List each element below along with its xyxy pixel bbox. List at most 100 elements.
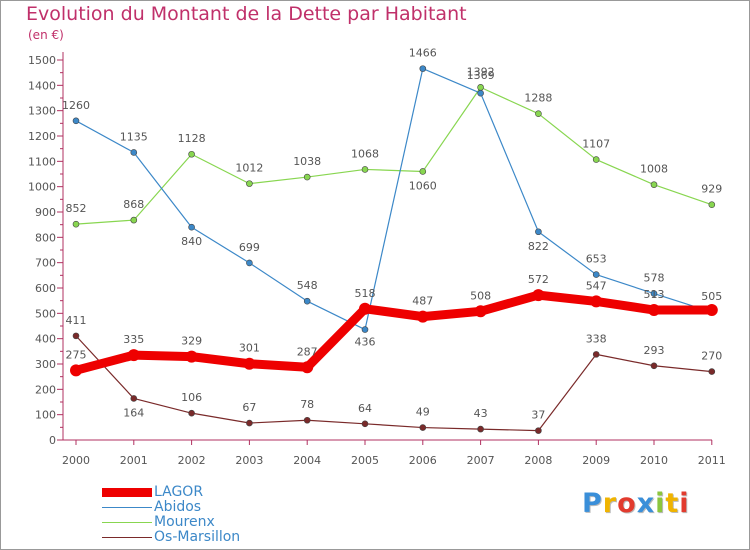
x-tick-label: 2010	[640, 454, 668, 467]
logo-letter: t	[665, 488, 680, 519]
logo-letter: r	[602, 488, 618, 519]
data-point	[361, 420, 369, 428]
data-label: 436	[355, 336, 376, 349]
data-label: 49	[416, 406, 430, 419]
y-tick-label: 1000	[28, 181, 56, 194]
x-tick-label: 2009	[582, 454, 610, 467]
data-point	[708, 368, 716, 375]
x-tick-label: 2006	[409, 454, 437, 467]
data-point	[246, 419, 253, 427]
data-label: 1369	[467, 69, 495, 82]
data-point	[303, 416, 311, 424]
data-label: 1466	[409, 47, 437, 60]
chart-title: Evolution du Montant de la Dette par Hab…	[26, 3, 467, 25]
data-point	[592, 156, 600, 163]
x-tick-label: 2000	[62, 454, 90, 467]
x-tick-label: 2004	[293, 454, 321, 467]
data-point	[419, 424, 427, 431]
legend-swatch-os-marsillon	[102, 537, 152, 538]
data-label: 335	[123, 333, 144, 346]
data-point	[477, 84, 484, 91]
data-point	[246, 259, 253, 267]
y-tick-label: 600	[35, 282, 56, 295]
data-point	[303, 297, 311, 305]
y-tick-label: 1100	[28, 155, 56, 168]
data-label: 699	[239, 241, 260, 254]
legend-label-os-marsillon: Os-Marsillon	[154, 529, 241, 545]
data-point	[127, 349, 140, 362]
data-label: 1060	[409, 179, 437, 192]
data-point	[72, 117, 80, 125]
data-point	[705, 304, 718, 317]
data-point	[535, 110, 542, 118]
data-point	[590, 295, 603, 308]
x-tick-label: 2003	[235, 454, 263, 467]
y-tick-label: 0	[49, 434, 56, 447]
data-label: 270	[701, 350, 722, 363]
data-point	[477, 89, 484, 97]
data-label: 1392	[467, 65, 495, 78]
y-tick-label: 100	[35, 409, 56, 422]
data-label: 840	[181, 235, 202, 248]
data-point	[70, 364, 82, 377]
data-label: 1128	[178, 132, 206, 145]
data-point	[592, 351, 600, 358]
data-label: 1012	[235, 162, 263, 175]
y-tick-label: 800	[35, 231, 56, 244]
data-point	[188, 409, 195, 417]
y-tick-label: 700	[35, 257, 56, 270]
x-tick-label: 2011	[698, 454, 726, 467]
data-label: 411	[66, 314, 87, 327]
logo-letter: x	[636, 488, 656, 519]
y-tick-label: 300	[35, 358, 56, 371]
x-tick-label: 2002	[178, 454, 206, 467]
series-line-lagor	[71, 290, 717, 375]
data-label: 547	[586, 279, 607, 292]
y-tick-label: 900	[35, 206, 56, 219]
data-point	[419, 168, 427, 175]
data-label: 293	[644, 344, 665, 357]
data-label: 64	[358, 402, 372, 415]
data-label: 513	[644, 288, 665, 301]
unit-label: (en €)	[28, 28, 64, 42]
data-label: 37	[531, 409, 545, 422]
y-tick-label: 1500	[28, 54, 56, 67]
data-point	[592, 271, 600, 278]
y-tick-label: 500	[35, 307, 56, 320]
data-point	[72, 332, 80, 340]
y-tick-label: 400	[35, 333, 56, 346]
data-label: 43	[474, 407, 488, 420]
x-tick-label: 2008	[524, 454, 552, 467]
data-point	[301, 361, 314, 374]
legend-label-mourenx: Mourenx	[154, 514, 215, 530]
data-label: 1260	[62, 99, 90, 112]
data-point	[188, 223, 195, 231]
data-point	[361, 166, 369, 173]
data-point	[535, 427, 542, 434]
data-point	[650, 181, 658, 188]
data-label: 578	[644, 272, 665, 285]
data-label: 1107	[582, 138, 610, 151]
legend-label-abidos: Abidos	[154, 499, 202, 515]
y-tick-label: 1200	[28, 130, 56, 143]
data-label: 487	[412, 295, 433, 308]
x-tick-label: 2007	[467, 454, 495, 467]
legend-swatch-abidos	[102, 507, 152, 508]
series-line-mourenx	[75, 86, 713, 225]
logo-letter: i	[655, 488, 666, 519]
series-line-os-marsillon	[75, 335, 713, 432]
data-point	[708, 201, 716, 208]
data-label: 78	[300, 398, 314, 411]
data-label: 287	[297, 345, 318, 358]
legend-swatch-lagor	[102, 488, 152, 497]
data-point	[188, 150, 195, 158]
data-label: 329	[181, 335, 202, 348]
data-label: 67	[242, 401, 256, 414]
data-label: 852	[66, 202, 87, 215]
data-label: 572	[528, 273, 549, 286]
data-point	[477, 425, 484, 433]
data-point	[303, 173, 311, 181]
y-tick-label: 1400	[28, 79, 56, 92]
data-point	[535, 228, 542, 236]
